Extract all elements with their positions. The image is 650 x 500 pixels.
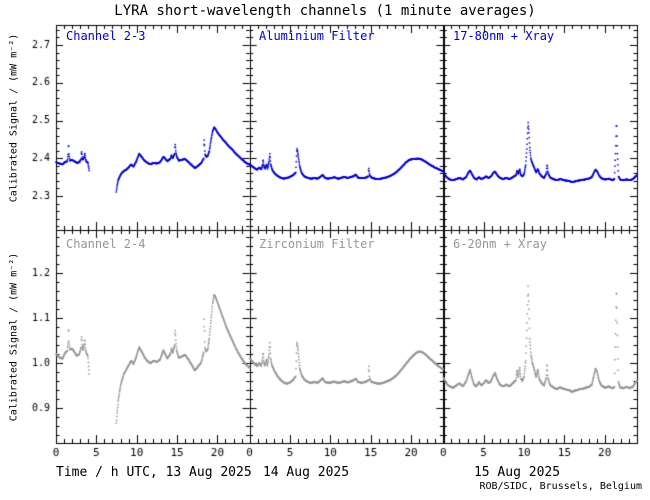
panel-label-aluminium-filter: Aluminium Filter (259, 29, 375, 43)
panel-label-6-20nm-xray: 6-20nm + Xray (453, 237, 547, 251)
credit-text: ROB/SIDC, Brussels, Belgium (479, 481, 642, 492)
panel-label-channel-2-4: Channel 2-4 (66, 237, 146, 251)
panel-label-zirconium-filter: Zirconium Filter (259, 237, 375, 251)
y-axis-label-top: Calibrated Signal / (mW m⁻²) (8, 33, 20, 203)
x-axis-label-day-15: 15 Aug 2025 (473, 465, 561, 480)
x-axis-label-day-14: 14 Aug 2025 (262, 465, 350, 480)
panel-label-17-80nm-xray: 17-80nm + Xray (453, 29, 555, 43)
x-axis-label-day-13: Time / h UTC, 13 Aug 2025 (56, 465, 252, 480)
panel-label-channel-2-3: Channel 2-3 (66, 29, 146, 43)
y-axis-label-bottom: Calibrated Signal / (mW m⁻²) (8, 252, 20, 422)
chart-title: LYRA short-wavelength channels (1 minute… (114, 3, 536, 19)
